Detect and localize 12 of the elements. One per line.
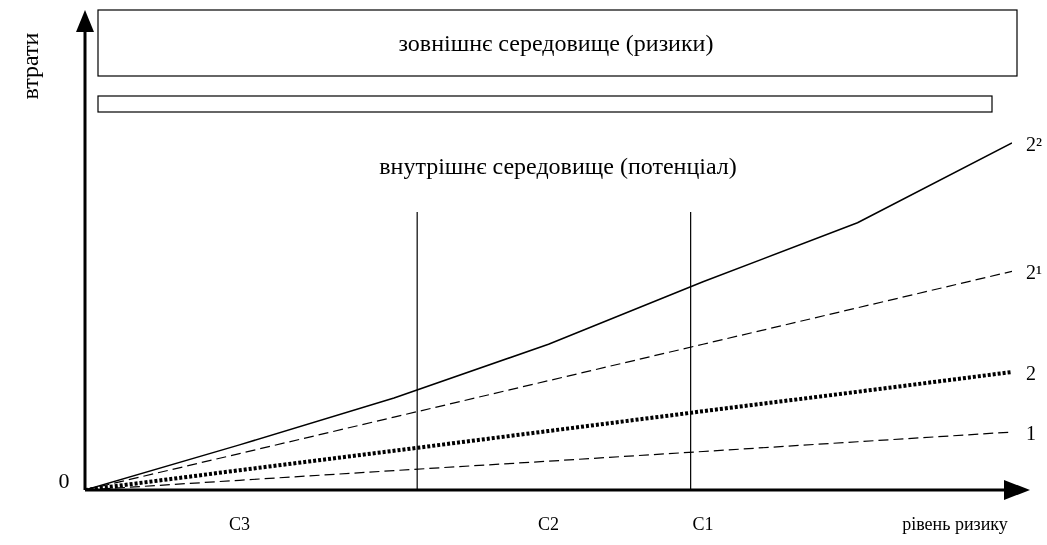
annotation: внутрішнє середовище (потенціал)	[379, 153, 737, 179]
x-axis-title: рівень ризику	[902, 514, 1008, 534]
x-tick-label: C3	[228, 514, 251, 534]
series-label: 2¹	[1026, 261, 1042, 284]
x-tick-label: C2	[537, 514, 560, 534]
y-axis-title: втрати	[17, 32, 43, 100]
series-label: 1	[1026, 422, 1036, 445]
series-label: 2²	[1026, 132, 1042, 155]
x-tick-label: C1	[692, 514, 714, 534]
text: зовнішнє середовище (ризики)	[398, 30, 714, 56]
text: 0	[58, 468, 70, 493]
series-label: 2	[1026, 362, 1036, 384]
